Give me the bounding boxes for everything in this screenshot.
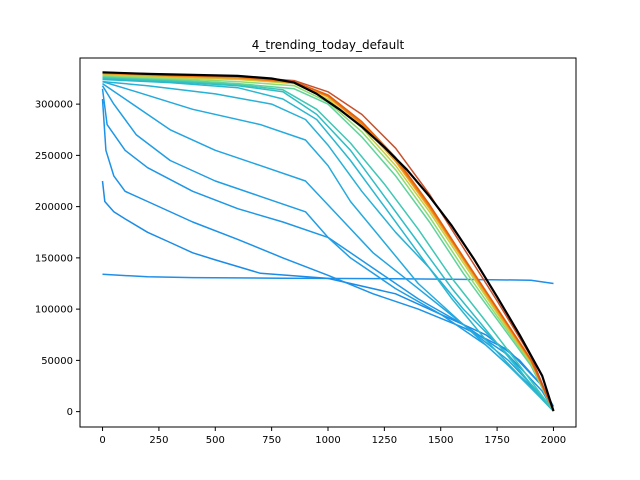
x-tick-label-8: 2000 — [541, 435, 566, 446]
x-tick-label-3: 750 — [262, 435, 281, 446]
series-line-11 — [102, 75, 555, 412]
x-tick-label-7: 1750 — [484, 435, 509, 446]
series-line-3 — [101, 88, 555, 411]
y-axis: 0 50000 100000 150000 200000 250000 300000 — [35, 100, 80, 418]
series-line-9 — [102, 77, 555, 412]
y-tick-label-6: 300000 — [35, 100, 73, 111]
x-tick-label-1: 250 — [149, 435, 168, 446]
plot-frame — [79, 57, 577, 428]
series-line-8 — [102, 78, 555, 412]
x-axis: 0 250 500 750 1000 1250 1500 1750 2000 — [99, 427, 566, 446]
x-tick-label-0: 0 — [99, 435, 105, 446]
x-tick-label-4: 1000 — [315, 435, 340, 446]
x-tick-label-5: 1250 — [372, 435, 397, 446]
series-line-2 — [101, 98, 555, 410]
y-tick-label-2: 100000 — [35, 305, 73, 316]
series-line-10 — [102, 76, 555, 412]
x-tick-label-2: 500 — [206, 435, 225, 446]
chart-title: 4_trending_today_default — [252, 38, 405, 52]
series-line-5 — [102, 82, 555, 412]
y-tick-label-5: 250000 — [35, 151, 73, 162]
series-line-18 — [102, 71, 555, 412]
x-tick-label-6: 1500 — [428, 435, 453, 446]
series-line-6 — [102, 80, 555, 412]
series-line-12 — [102, 74, 555, 412]
series-line-13 — [102, 73, 555, 412]
y-tick-label-4: 200000 — [35, 202, 73, 213]
y-tick-label-1: 50000 — [41, 356, 73, 367]
series-line-7 — [102, 80, 555, 412]
series-layer — [101, 71, 555, 412]
y-tick-label-3: 150000 — [35, 253, 73, 264]
series-line-4 — [101, 85, 555, 412]
y-tick-label-0: 0 — [67, 407, 73, 418]
